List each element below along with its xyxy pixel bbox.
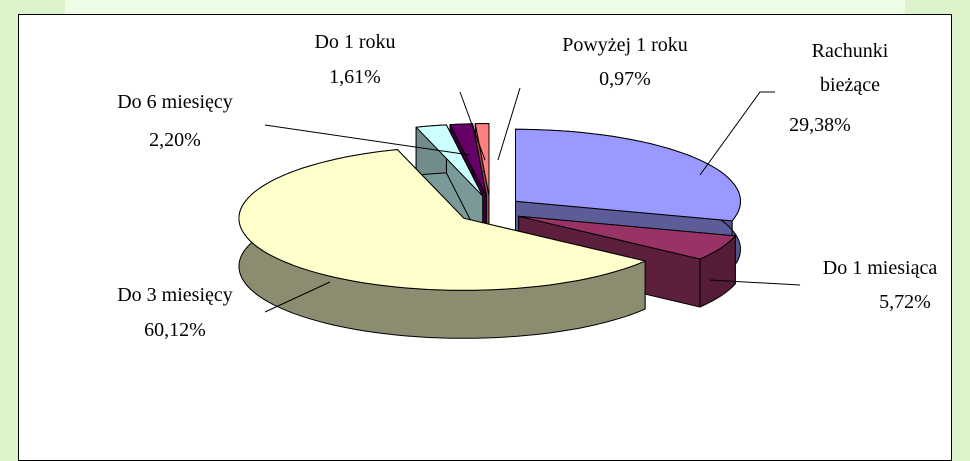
slice-name: Do 1 miesiąca [822,257,938,279]
slice-name: Do 6 miesięcy [117,91,233,113]
slice-value: 0,97% [599,68,651,90]
slice-value: 1,61% [329,66,381,88]
slice-top [449,123,487,197]
leader-line [709,279,801,286]
leader-line [264,124,471,156]
slice-value: 2,20% [149,129,201,151]
header-strip [65,0,905,14]
slice-value: 5,72% [879,291,931,313]
slice-top [515,128,741,222]
slice [238,149,646,339]
leader-line [264,281,331,313]
slice-name: Rachunki bieżące [811,40,889,96]
leader-line [459,91,486,161]
slice-top [518,215,736,260]
leader-lines [264,87,801,313]
slice-name: Do 1 roku [314,31,396,53]
slice-name: Powyżej 1 roku [562,34,688,56]
leader-line [497,87,521,161]
slice-name: Do 3 miesięcy [117,284,233,306]
slice-top [238,149,646,291]
slice-value: 29,38% [789,114,851,136]
slice-top [415,124,484,197]
leader-line [699,91,775,176]
slice-value: 60,12% [144,319,206,341]
